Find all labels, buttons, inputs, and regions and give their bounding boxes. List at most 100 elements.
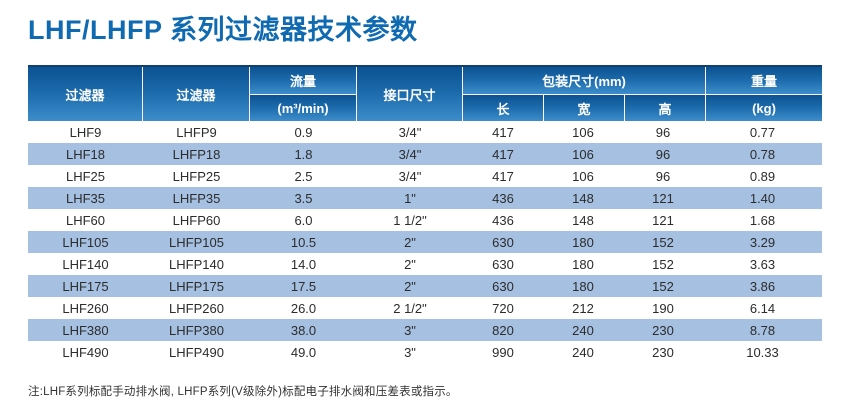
cell-width: 180 <box>572 234 594 250</box>
table-row: LHF18 LHFP18 1.8 3/4" 417 106 96 0.78 <box>28 143 822 165</box>
cell-filter-lhfp: LHFP18 <box>172 146 221 162</box>
cell-weight: 0.89 <box>749 168 776 184</box>
cell-filter-lhfp: LHFP175 <box>169 278 224 294</box>
table-row: LHF35 LHFP35 3.5 1" 436 148 121 1.40 <box>28 187 822 209</box>
table-row: LHF60 LHFP60 6.0 1 1/2" 436 148 121 1.68 <box>28 209 822 231</box>
cell-port: 2 1/2" <box>393 300 427 316</box>
cell-height: 121 <box>652 212 674 228</box>
cell-filter-lhf: LHF380 <box>62 322 109 338</box>
cell-weight: 0.78 <box>749 146 776 162</box>
cell-width: 106 <box>572 168 594 184</box>
cell-port: 2" <box>404 256 416 272</box>
cell-filter-lhf: LHF490 <box>62 344 109 360</box>
header-weight-unit: (kg) <box>706 95 822 121</box>
cell-flow: 17.5 <box>290 278 317 294</box>
table-row: LHF175 LHFP175 17.5 2" 630 180 152 3.86 <box>28 275 822 297</box>
cell-length: 417 <box>492 146 514 162</box>
table-row: LHF105 LHFP105 10.5 2" 630 180 152 3.29 <box>28 231 822 253</box>
cell-weight: 1.40 <box>749 190 776 206</box>
cell-filter-lhfp: LHFP25 <box>172 168 221 184</box>
header-package: 包装尺寸(mm) 长 宽 高 <box>463 67 705 121</box>
cell-length: 720 <box>492 300 514 316</box>
table-row: LHF25 LHFP25 2.5 3/4" 417 106 96 0.89 <box>28 165 822 187</box>
cell-width: 212 <box>572 300 594 316</box>
cell-length: 820 <box>492 322 514 338</box>
table-row: LHF140 LHFP140 14.0 2" 630 180 152 3.63 <box>28 253 822 275</box>
cell-weight: 3.29 <box>749 234 776 250</box>
cell-filter-lhfp: LHFP9 <box>176 124 217 140</box>
cell-weight: 1.68 <box>749 212 776 228</box>
header-filter-lhfp: 过滤器 <box>143 67 249 121</box>
cell-port: 3" <box>404 322 416 338</box>
cell-filter-lhf: LHF105 <box>62 234 109 250</box>
cell-length: 436 <box>492 190 514 206</box>
cell-width: 148 <box>572 212 594 228</box>
cell-filter-lhf: LHF25 <box>65 168 106 184</box>
cell-filter-lhf: LHF175 <box>62 278 109 294</box>
table-row: LHF9 LHFP9 0.9 3/4" 417 106 96 0.77 <box>28 121 822 143</box>
cell-height: 190 <box>652 300 674 316</box>
header-weight-label: 重量 <box>706 67 822 94</box>
header-weight: 重量 (kg) <box>706 67 822 121</box>
cell-port: 3/4" <box>398 124 422 140</box>
cell-height: 96 <box>655 168 671 184</box>
header-filter-lhf: 过滤器 <box>28 67 142 121</box>
cell-height: 152 <box>652 256 674 272</box>
header-package-label: 包装尺寸(mm) <box>463 67 705 94</box>
cell-flow: 2.5 <box>294 168 313 184</box>
cell-weight: 3.86 <box>749 278 776 294</box>
cell-filter-lhfp: LHFP260 <box>169 300 224 316</box>
table-body: LHF9 LHFP9 0.9 3/4" 417 106 96 0.77 LHF18 LHFP18 1… <box>28 121 822 363</box>
cell-filter-lhfp: LHFP380 <box>169 322 224 338</box>
cell-length: 990 <box>492 344 514 360</box>
page-title: LHF/LHFP 系列过滤器技术参数 <box>28 15 418 45</box>
cell-flow: 3.5 <box>294 190 313 206</box>
header-package-height: 高 <box>625 95 705 121</box>
cell-width: 180 <box>572 256 594 272</box>
cell-weight: 6.14 <box>749 300 776 316</box>
cell-filter-lhfp: LHFP140 <box>169 256 224 272</box>
cell-filter-lhf: LHF260 <box>62 300 109 316</box>
table-row: LHF490 LHFP490 49.0 3" 990 240 230 10.33 <box>28 341 822 363</box>
cell-width: 106 <box>572 146 594 162</box>
cell-length: 436 <box>492 212 514 228</box>
page: LHF/LHFP 系列过滤器技术参数 过滤器 过滤器 流量 (m³/min) 接… <box>0 8 850 410</box>
cell-filter-lhf: LHF9 <box>69 124 102 140</box>
cell-height: 121 <box>652 190 674 206</box>
cell-flow: 6.0 <box>294 212 313 228</box>
cell-filter-lhfp: LHFP490 <box>169 344 224 360</box>
cell-flow: 1.8 <box>294 146 313 162</box>
cell-width: 180 <box>572 278 594 294</box>
table-row: LHF380 LHFP380 38.0 3" 820 240 230 8.78 <box>28 319 822 341</box>
cell-filter-lhfp: LHFP60 <box>172 212 221 228</box>
cell-flow: 49.0 <box>290 344 317 360</box>
header-flow-label: 流量 <box>250 67 356 94</box>
table-row: LHF260 LHFP260 26.0 2 1/2" 720 212 190 6.14 <box>28 297 822 319</box>
cell-filter-lhf: LHF18 <box>65 146 106 162</box>
cell-flow: 0.9 <box>294 124 313 140</box>
cell-height: 152 <box>652 234 674 250</box>
cell-length: 630 <box>492 256 514 272</box>
cell-height: 152 <box>652 278 674 294</box>
cell-filter-lhfp: LHFP35 <box>172 190 221 206</box>
footnote: 注:LHF系列标配手动排水阀, LHFP系列(V级除外)标配电子排水阀和压差表或… <box>28 386 458 398</box>
cell-weight: 3.63 <box>749 256 776 272</box>
header-package-width: 宽 <box>544 95 624 121</box>
cell-weight: 0.77 <box>749 124 776 140</box>
cell-width: 106 <box>572 124 594 140</box>
header-package-length: 长 <box>463 95 543 121</box>
cell-width: 148 <box>572 190 594 206</box>
cell-flow: 10.5 <box>290 234 317 250</box>
cell-length: 630 <box>492 234 514 250</box>
cell-width: 240 <box>572 344 594 360</box>
cell-port: 3/4" <box>398 146 422 162</box>
header-package-subrow: 长 宽 高 <box>463 95 705 121</box>
cell-filter-lhfp: LHFP105 <box>169 234 224 250</box>
spec-table: 过滤器 过滤器 流量 (m³/min) 接口尺寸 包装尺寸(mm) 长 宽 高 … <box>28 65 822 363</box>
header-flow-unit: (m³/min) <box>250 95 356 121</box>
cell-height: 230 <box>652 344 674 360</box>
header-flow: 流量 (m³/min) <box>250 67 356 121</box>
cell-filter-lhf: LHF35 <box>65 190 106 206</box>
cell-port: 3" <box>404 344 416 360</box>
cell-length: 417 <box>492 124 514 140</box>
